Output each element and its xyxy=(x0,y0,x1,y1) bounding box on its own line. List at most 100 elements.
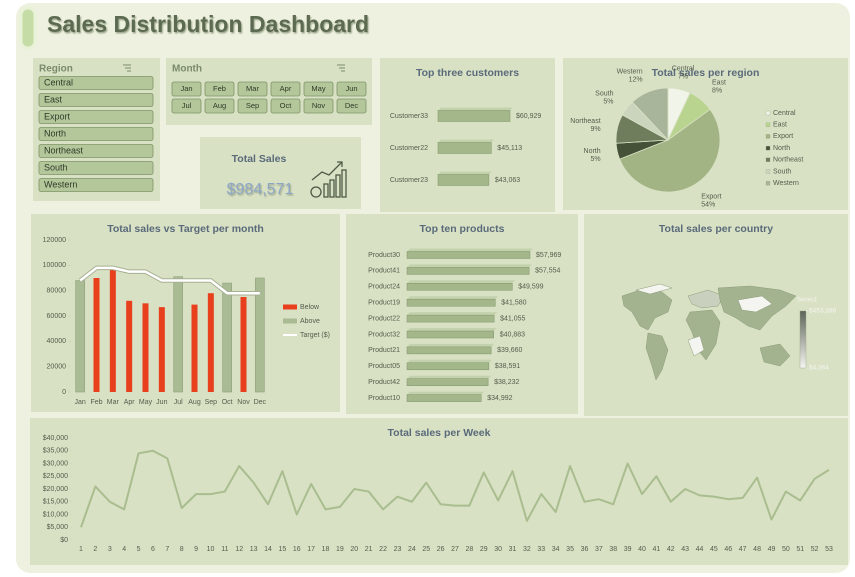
slicer-button[interactable] xyxy=(204,98,235,114)
bar xyxy=(191,304,198,392)
slicer-item[interactable]: Jul xyxy=(182,101,192,110)
slicer-item[interactable]: Western xyxy=(44,179,77,189)
x-tick-label: 39 xyxy=(624,546,632,553)
x-tick-label: 27 xyxy=(451,546,459,553)
slicer-item[interactable]: Northeast xyxy=(44,145,84,155)
slicer-item[interactable]: Mar xyxy=(246,84,259,93)
x-tick-label: Nov xyxy=(237,399,250,406)
slicer-item[interactable]: Aug xyxy=(213,101,226,110)
slicer-button[interactable] xyxy=(336,98,367,114)
slicer-item[interactable]: Export xyxy=(44,111,71,121)
y-tick-label: 80000 xyxy=(47,288,67,295)
bar-top xyxy=(407,359,492,363)
category-label: Product30 xyxy=(368,252,400,259)
slicer-button[interactable] xyxy=(171,81,202,97)
slicer-button[interactable] xyxy=(204,81,235,97)
x-tick-label: Dec xyxy=(254,399,267,406)
slicer-button[interactable] xyxy=(270,81,301,97)
slicer-button[interactable] xyxy=(38,76,154,90)
slice-label: Northeast xyxy=(570,118,600,125)
kpi-icon xyxy=(310,161,347,198)
slicer-button[interactable] xyxy=(270,98,301,114)
category-label: Product32 xyxy=(368,331,400,338)
bar xyxy=(109,269,116,392)
chart-title: Total sales per region xyxy=(652,67,760,79)
bar-top xyxy=(438,107,513,111)
slice-value: 9% xyxy=(591,126,601,133)
slicer-button[interactable] xyxy=(38,93,154,107)
slicer-button[interactable] xyxy=(38,161,154,175)
value-label: $43,063 xyxy=(495,177,520,184)
bar xyxy=(406,378,489,386)
x-tick-label: 48 xyxy=(753,546,761,553)
slice-value: 7% xyxy=(678,74,688,81)
x-tick-label: 44 xyxy=(696,546,704,553)
x-tick-label: 26 xyxy=(437,546,445,553)
y-tick-label: $35,000 xyxy=(43,448,68,455)
x-tick-label: 31 xyxy=(509,546,517,553)
slicer-item[interactable]: May xyxy=(311,84,325,93)
x-tick-label: Jan xyxy=(75,399,86,406)
bar-top xyxy=(407,391,485,395)
category-label: Customer22 xyxy=(390,145,428,152)
y-tick-label: $40,000 xyxy=(43,435,68,442)
x-tick-label: 24 xyxy=(408,546,416,553)
slicer-item[interactable]: Oct xyxy=(280,101,293,110)
bar xyxy=(406,283,513,291)
bar xyxy=(75,280,85,393)
x-tick-label: 3 xyxy=(108,546,112,553)
bar xyxy=(255,277,265,393)
x-tick-label: 49 xyxy=(768,546,776,553)
x-tick-label: 34 xyxy=(552,546,560,553)
slicer-item[interactable]: Nov xyxy=(312,101,326,110)
slicer-button[interactable] xyxy=(237,81,268,97)
slicer-item[interactable]: East xyxy=(44,94,63,104)
slicer-button[interactable] xyxy=(303,98,334,114)
x-tick-label: Jun xyxy=(156,399,167,406)
legend-swatch xyxy=(765,169,771,174)
color-bar xyxy=(799,310,807,369)
title-pill xyxy=(19,6,37,50)
slicer-item[interactable]: Dec xyxy=(345,101,359,110)
slicer-item[interactable]: Apr xyxy=(280,84,292,93)
slicer-button[interactable] xyxy=(336,81,367,97)
x-tick-label: 4 xyxy=(122,546,126,553)
kpi-value: $984,571 xyxy=(227,181,294,198)
slicer-button[interactable] xyxy=(171,98,202,114)
x-tick-label: 15 xyxy=(278,546,286,553)
slicer-item[interactable]: Jan xyxy=(180,84,192,93)
x-tick-label: 16 xyxy=(293,546,301,553)
value-label: $60,929 xyxy=(516,113,541,120)
category-label: Customer23 xyxy=(390,177,428,184)
slicer-item[interactable]: Sep xyxy=(246,101,259,110)
y-tick-label: $0 xyxy=(60,537,68,544)
slicer-item[interactable]: Feb xyxy=(213,84,226,93)
legend-label: Target ($) xyxy=(300,332,330,339)
slicer-button[interactable] xyxy=(38,110,154,124)
slicer-item[interactable]: Central xyxy=(44,77,73,87)
legend-swatch xyxy=(765,122,771,127)
slicer-item[interactable]: Jun xyxy=(345,84,357,93)
target-line xyxy=(79,266,260,295)
slicer-button[interactable] xyxy=(38,127,154,141)
slicer-button[interactable] xyxy=(303,81,334,97)
slicer-button[interactable] xyxy=(38,178,154,192)
x-tick-label: 51 xyxy=(796,546,804,553)
slicer-button[interactable] xyxy=(38,144,154,158)
x-tick-label: 25 xyxy=(422,546,430,553)
kpi-title: Total Sales xyxy=(232,153,287,165)
slicer-item[interactable]: South xyxy=(44,162,68,172)
x-tick-label: 9 xyxy=(194,546,198,553)
x-tick-label: 45 xyxy=(710,546,718,553)
value-label: $41,055 xyxy=(500,315,525,322)
category-label: Product22 xyxy=(368,315,400,322)
x-tick-label: 5 xyxy=(137,546,141,553)
category-label: Customer33 xyxy=(390,113,428,120)
value-label: $39,660 xyxy=(497,347,522,354)
slicer-button[interactable] xyxy=(237,98,268,114)
y-tick-label: 120000 xyxy=(43,237,66,244)
bar xyxy=(173,276,183,393)
slicer-item[interactable]: North xyxy=(44,128,66,138)
legend-swatch xyxy=(765,134,771,139)
